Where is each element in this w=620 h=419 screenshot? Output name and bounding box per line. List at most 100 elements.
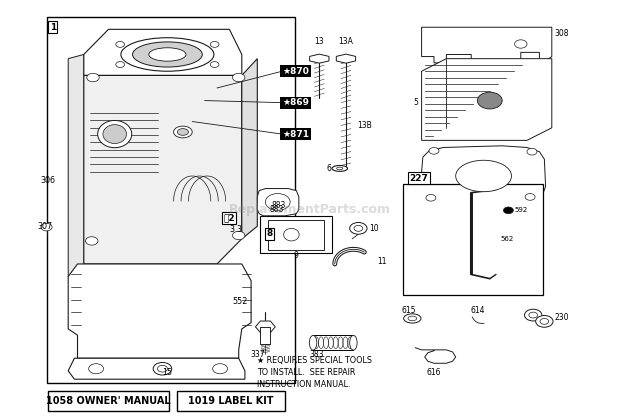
Bar [260, 216, 332, 253]
Text: 1: 1 [50, 23, 56, 32]
Ellipse shape [174, 126, 192, 138]
Ellipse shape [408, 316, 417, 321]
Text: 13B: 13B [357, 121, 372, 130]
Text: 7: 7 [413, 173, 418, 183]
Circle shape [350, 222, 367, 234]
Ellipse shape [350, 335, 357, 350]
Polygon shape [68, 54, 84, 277]
Text: 614: 614 [470, 306, 485, 316]
Circle shape [540, 318, 549, 324]
Text: 552: 552 [232, 297, 248, 306]
Circle shape [210, 41, 219, 47]
Polygon shape [309, 54, 329, 63]
Text: 5: 5 [414, 98, 418, 107]
Circle shape [536, 316, 553, 327]
Text: ⁲2: ⁲2 [223, 213, 235, 222]
Text: ★870: ★870 [282, 67, 309, 76]
Text: 337: 337 [250, 349, 265, 359]
Circle shape [529, 312, 538, 318]
Bar [260, 327, 270, 344]
Text: 615: 615 [402, 306, 417, 316]
Text: 616: 616 [427, 368, 441, 378]
Ellipse shape [332, 166, 348, 171]
Circle shape [213, 364, 228, 374]
Circle shape [477, 92, 502, 109]
Text: 1019 LABEL KIT: 1019 LABEL KIT [188, 396, 273, 406]
Text: 6: 6 [327, 164, 332, 173]
Circle shape [210, 62, 219, 67]
Ellipse shape [103, 124, 126, 143]
Ellipse shape [97, 120, 131, 147]
Circle shape [86, 237, 98, 245]
Circle shape [429, 147, 439, 154]
Text: 11: 11 [377, 257, 386, 266]
Bar [313, 335, 353, 350]
Bar [403, 184, 542, 295]
Text: 307: 307 [37, 222, 52, 231]
Text: ★869: ★869 [282, 98, 309, 107]
Circle shape [525, 194, 535, 200]
Bar [177, 391, 285, 411]
Circle shape [116, 41, 125, 47]
Polygon shape [257, 189, 299, 216]
Polygon shape [336, 54, 356, 63]
Text: 308: 308 [555, 29, 569, 38]
Ellipse shape [265, 194, 290, 210]
Text: 9: 9 [294, 251, 299, 260]
Circle shape [426, 194, 436, 201]
Text: ★ REQUIRES SPECIAL TOOLS
TO INSTALL.  SEE REPAIR
INSTRUCTION MANUAL.: ★ REQUIRES SPECIAL TOOLS TO INSTALL. SEE… [257, 356, 372, 389]
Circle shape [153, 362, 172, 375]
Text: 230: 230 [555, 313, 569, 322]
Polygon shape [422, 146, 546, 206]
Polygon shape [255, 321, 275, 333]
Circle shape [354, 225, 363, 231]
Text: 883: 883 [272, 201, 286, 210]
Polygon shape [422, 27, 552, 67]
Bar [268, 220, 324, 250]
Text: 306: 306 [41, 176, 56, 185]
Text: 13A: 13A [339, 37, 353, 47]
Circle shape [503, 207, 513, 214]
Ellipse shape [309, 335, 317, 350]
Polygon shape [422, 59, 552, 140]
Ellipse shape [121, 38, 214, 71]
Text: 8: 8 [267, 229, 273, 238]
Text: ReplacementParts.com: ReplacementParts.com [229, 203, 391, 216]
Ellipse shape [337, 167, 343, 170]
Circle shape [232, 73, 245, 82]
Text: 883: 883 [270, 205, 285, 214]
Polygon shape [84, 29, 242, 75]
Circle shape [87, 73, 99, 82]
Text: 383: 383 [309, 349, 324, 359]
Text: 3: 3 [229, 225, 234, 234]
Circle shape [525, 309, 542, 321]
Ellipse shape [283, 228, 299, 241]
Text: 15: 15 [162, 368, 172, 378]
Circle shape [41, 223, 52, 231]
Text: 592: 592 [515, 207, 528, 213]
Circle shape [157, 365, 167, 372]
Text: 3: 3 [237, 225, 242, 234]
Text: 227: 227 [409, 173, 428, 183]
Bar [48, 391, 169, 411]
Ellipse shape [404, 314, 421, 323]
Circle shape [89, 364, 104, 374]
Polygon shape [68, 264, 251, 358]
Circle shape [515, 40, 527, 48]
Text: 13: 13 [314, 37, 324, 47]
Ellipse shape [149, 48, 186, 61]
Polygon shape [242, 59, 257, 239]
Text: 1058 OWNER' MANUAL: 1058 OWNER' MANUAL [46, 396, 171, 406]
Bar [46, 17, 294, 383]
Text: 10: 10 [369, 224, 379, 233]
Circle shape [116, 62, 125, 67]
Text: 562: 562 [501, 236, 514, 242]
Text: ★871: ★871 [282, 129, 309, 139]
Circle shape [232, 231, 245, 240]
Circle shape [527, 148, 537, 155]
Polygon shape [68, 358, 245, 379]
Ellipse shape [177, 129, 188, 135]
Ellipse shape [456, 160, 512, 192]
Polygon shape [84, 75, 242, 264]
Ellipse shape [133, 42, 202, 67]
